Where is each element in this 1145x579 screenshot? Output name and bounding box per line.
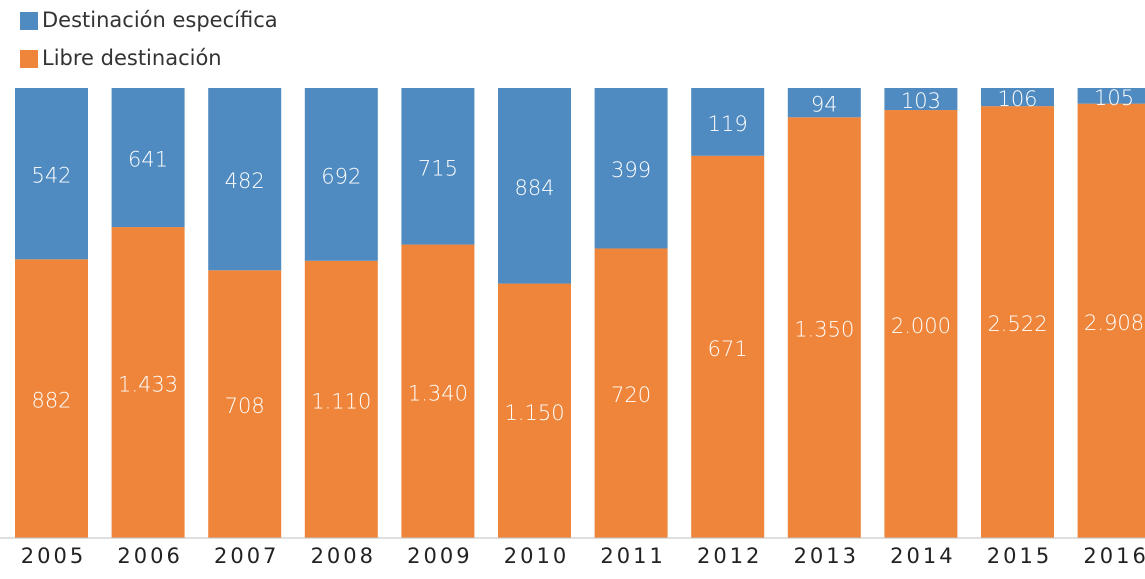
bar-segment (691, 88, 765, 156)
x-tick-label: 2009 (407, 544, 472, 568)
bar-segment (498, 88, 571, 284)
x-tick-label: 2007 (214, 544, 279, 568)
x-tick-label: 2005 (21, 544, 86, 568)
data-label: 119 (708, 112, 748, 136)
legend-label: Libre destinación (42, 46, 222, 70)
x-tick-label: 2012 (697, 544, 762, 568)
legend-swatch (20, 50, 38, 68)
bar-segment (787, 88, 861, 118)
bar-segment (884, 88, 958, 111)
data-label: 106 (997, 87, 1037, 111)
x-tick-label: 2015 (987, 544, 1052, 568)
data-label: 715 (418, 156, 458, 180)
legend-label: Destinación específica (42, 8, 278, 32)
data-label: 641 (128, 148, 168, 172)
data-label: 884 (514, 176, 554, 200)
bar-segment (15, 88, 88, 260)
bar-segment (498, 283, 571, 538)
data-label: 1.110 (311, 389, 371, 413)
bar-segment (594, 248, 668, 539)
bar-segment (304, 88, 378, 261)
bar-segment (401, 88, 475, 245)
data-label: 542 (31, 164, 71, 188)
bar-segment (208, 88, 282, 271)
data-label: 1.433 (118, 373, 178, 397)
bar-segment (691, 155, 765, 539)
data-label: 1.340 (408, 381, 468, 405)
data-label: 2.522 (987, 312, 1047, 336)
x-tick-label: 2011 (600, 544, 665, 568)
x-tick-label: 2008 (311, 544, 376, 568)
data-label: 671 (708, 337, 748, 361)
legend-swatch (20, 12, 38, 30)
data-label: 103 (901, 89, 941, 113)
data-label: 1.350 (794, 318, 854, 342)
data-label: 1.150 (504, 401, 564, 425)
data-label: 708 (225, 394, 265, 418)
x-tick-label: 2010 (504, 544, 569, 568)
data-label: 94 (811, 93, 838, 117)
bar-segment (111, 227, 185, 538)
data-label: 692 (321, 164, 361, 188)
bar-segment (594, 88, 668, 249)
x-tick-label: 2013 (794, 544, 859, 568)
bar-segment (15, 259, 88, 538)
data-label: 720 (611, 383, 651, 407)
x-tick-label: 2006 (117, 544, 182, 568)
bar-segment (787, 117, 861, 538)
data-label: 482 (225, 169, 265, 193)
x-tick-label: 2014 (890, 544, 955, 568)
bar-segment (981, 106, 1054, 538)
bar-segment (304, 260, 378, 538)
bar-segment (1077, 88, 1145, 104)
bar-segment (401, 244, 475, 538)
bar-segment (111, 88, 185, 228)
bar-segment (1077, 103, 1145, 539)
bar-segment (884, 110, 958, 538)
bar-segment (208, 270, 282, 538)
data-label: 882 (31, 389, 71, 413)
data-label: 105 (1094, 86, 1134, 110)
data-label: 399 (611, 158, 651, 182)
data-label: 2.000 (891, 314, 951, 338)
bar-segment (981, 88, 1054, 107)
x-tick-label: 2016 (1083, 544, 1145, 568)
data-label: 2.908 (1084, 311, 1144, 335)
